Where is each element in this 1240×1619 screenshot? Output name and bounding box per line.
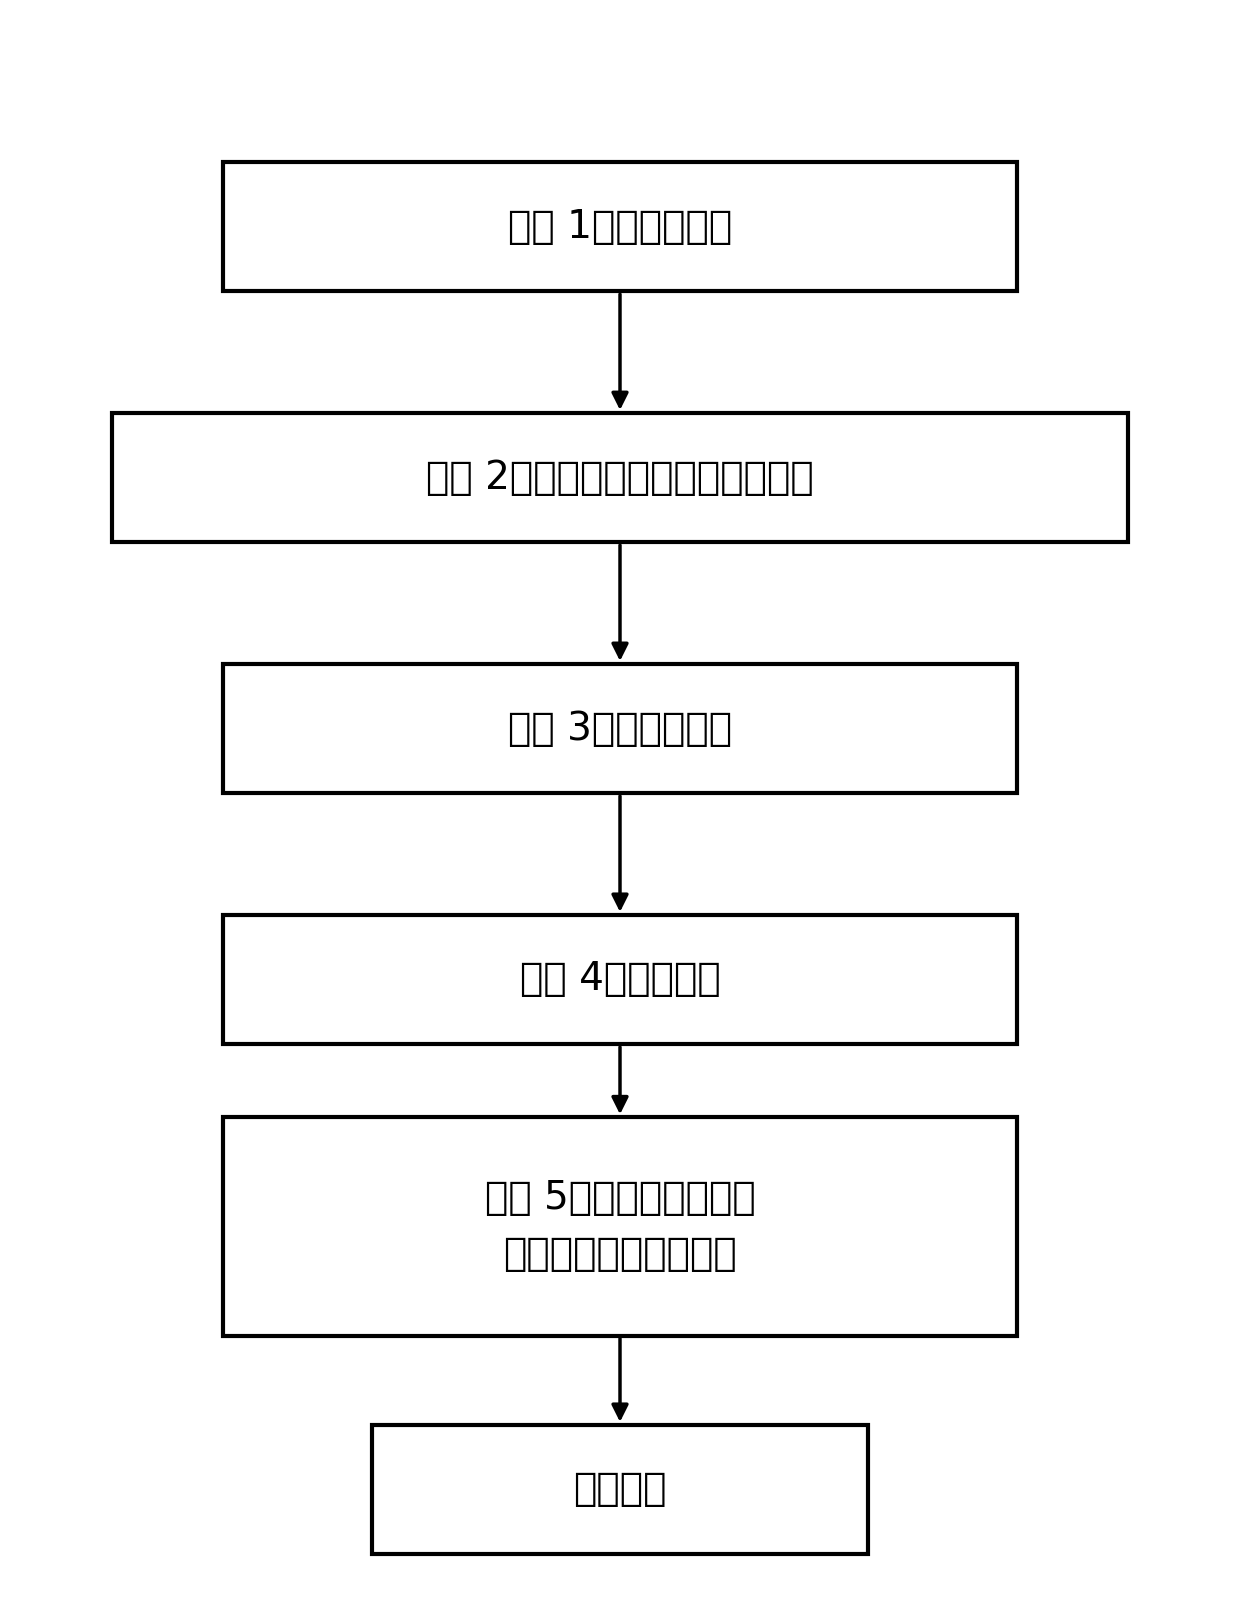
FancyBboxPatch shape (372, 1425, 868, 1554)
Text: 步骤 2：制作发光二极管模组及阵列: 步骤 2：制作发光二极管模组及阵列 (427, 458, 813, 497)
FancyBboxPatch shape (112, 413, 1128, 542)
Text: 步骤 4：取一基板: 步骤 4：取一基板 (520, 960, 720, 999)
FancyBboxPatch shape (223, 915, 1017, 1044)
FancyBboxPatch shape (223, 162, 1017, 291)
Text: 完成制备: 完成制备 (573, 1470, 667, 1509)
Text: 步骤 1：取一外延片: 步骤 1：取一外延片 (508, 207, 732, 246)
FancyBboxPatch shape (223, 664, 1017, 793)
FancyBboxPatch shape (223, 1117, 1017, 1336)
Text: 步骤 5：将发光二极管模
组及阵列固定在基板上: 步骤 5：将发光二极管模 组及阵列固定在基板上 (485, 1179, 755, 1274)
Text: 步骤 3：涂覆荧光粉: 步骤 3：涂覆荧光粉 (508, 709, 732, 748)
